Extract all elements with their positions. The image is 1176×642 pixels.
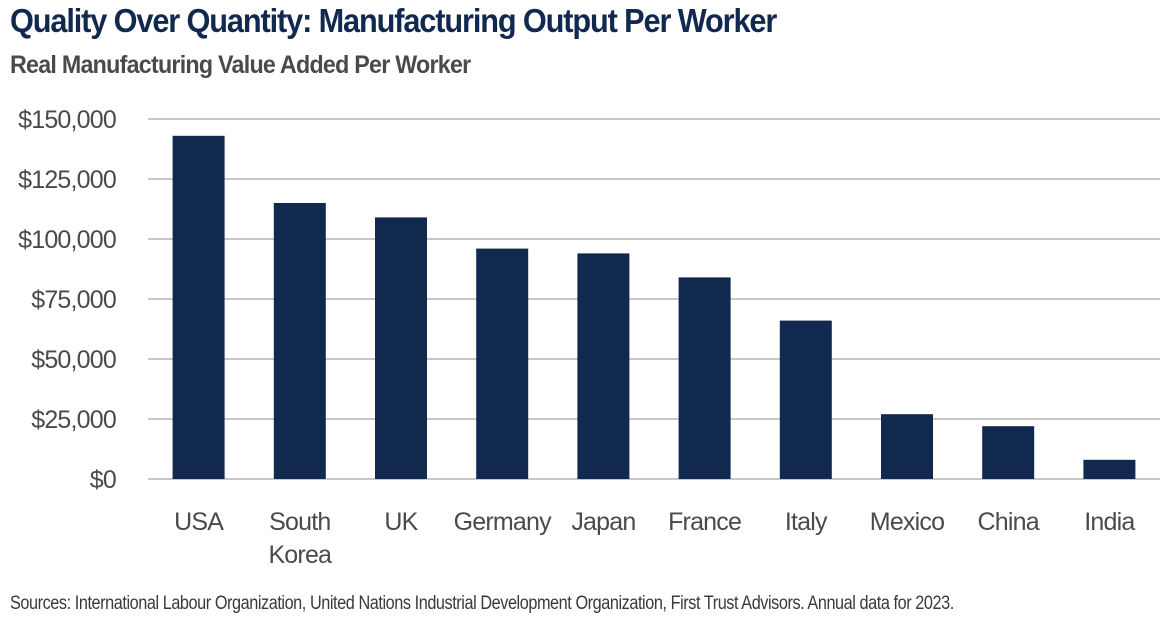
bar-france (678, 277, 731, 479)
chart-title: Quality Over Quantity: Manufacturing Out… (10, 2, 777, 39)
y-tick-label: $25,000 (31, 406, 116, 434)
bar-japan (577, 253, 630, 479)
x-category-label: Japan (571, 508, 635, 536)
y-tick-label: $0 (90, 466, 116, 494)
y-tick-label: $75,000 (31, 286, 116, 314)
bar-south-korea (273, 203, 326, 479)
bar-india (1083, 459, 1136, 479)
x-category-label: China (978, 508, 1040, 536)
bar-germany (476, 248, 529, 479)
x-category-label: Germany (454, 508, 553, 536)
bar-italy (779, 320, 832, 479)
bar-mexico (881, 414, 933, 479)
x-category-label: UK (384, 508, 418, 536)
x-category-label: USA (174, 508, 224, 536)
bar-china (982, 426, 1035, 479)
source-note: Sources: International Labour Organizati… (10, 593, 954, 614)
x-category-label: Mexico (870, 508, 944, 536)
y-tick-label: $150,000 (18, 106, 116, 134)
y-tick-label: $100,000 (18, 226, 116, 254)
x-category-label: India (1084, 508, 1135, 536)
y-tick-label: $125,000 (18, 166, 116, 194)
bar-usa (172, 135, 225, 480)
x-category-label: France (668, 508, 741, 536)
x-category-label: Italy (785, 508, 828, 536)
x-category-label: South Korea (268, 508, 332, 569)
chart-subtitle: Real Manufacturing Value Added Per Worke… (10, 51, 471, 79)
bar-uk (375, 217, 427, 479)
y-tick-label: $50,000 (31, 346, 116, 374)
